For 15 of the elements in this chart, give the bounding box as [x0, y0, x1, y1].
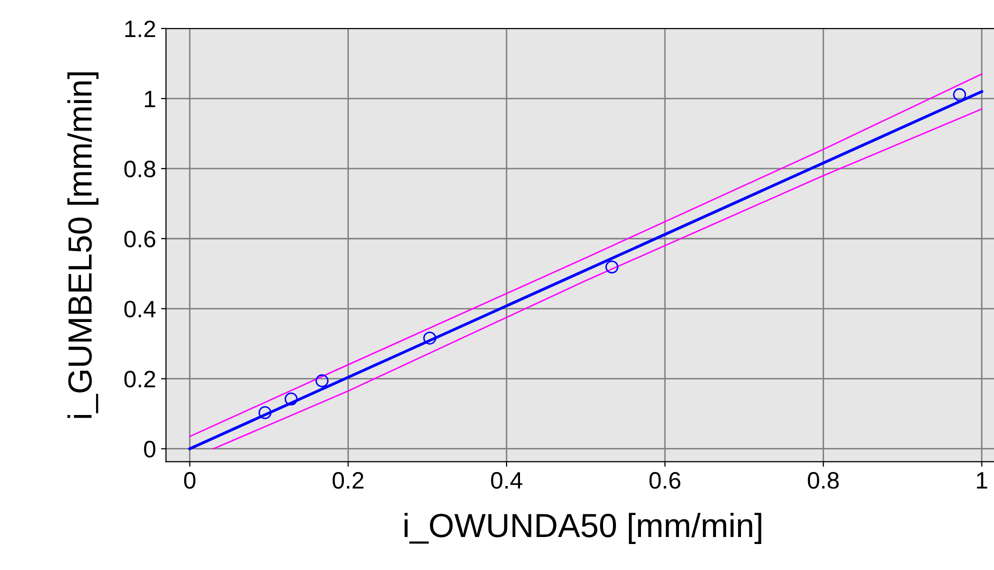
y-tick-label: 0.4	[124, 300, 156, 318]
y-axis-title: i_GUMBEL50 [mm/min]	[67, 72, 98, 418]
x-axis-title: i_OWUNDA50 [mm/min]	[404, 512, 762, 544]
y-tick-label: 0.2	[124, 370, 156, 388]
y-tick-label: 0	[144, 440, 156, 458]
y-tick-label: 1.2	[125, 20, 156, 38]
y-tick-label: 0.6	[124, 230, 156, 248]
x-tick-label: 0.4	[491, 472, 522, 489]
y-tick-label: 1	[144, 90, 156, 108]
x-tick-label: 0.8	[808, 472, 839, 489]
y-tick-label: 0.8	[124, 160, 156, 178]
x-tick-label: 0.2	[332, 472, 364, 489]
x-tick-label: 1	[976, 472, 988, 489]
x-tick-label: 0	[184, 472, 196, 489]
x-tick-label: 0.6	[649, 472, 680, 489]
